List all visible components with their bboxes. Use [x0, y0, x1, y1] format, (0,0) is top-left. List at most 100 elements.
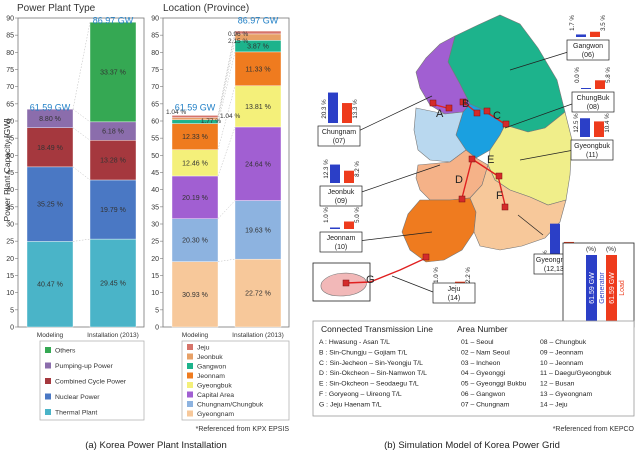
region-area-number: (08) [587, 104, 599, 111]
transmission-title: Connected Transmission Line [321, 324, 433, 334]
node [458, 195, 466, 203]
y-tick-label: 75 [6, 67, 14, 74]
legend-label: Nuclear Power [55, 394, 100, 401]
y-tick-label: 0 [155, 325, 159, 332]
region-name: Gyeongbuk [574, 143, 610, 150]
legend-swatch [45, 347, 51, 353]
y-tick-label: 0 [10, 325, 14, 332]
chart1-title: Power Plant Type [17, 3, 96, 14]
bar-total-label: 86.97 GW [238, 15, 279, 25]
bar-data-label: 19.63 % [245, 227, 271, 234]
gen-legend-bar [586, 255, 597, 321]
bar-segment-pumping-up-power [26, 108, 74, 128]
node [473, 109, 481, 117]
y-tick-label: 15 [151, 273, 159, 280]
region-load-value: 13.3 % [352, 99, 359, 119]
region-load-value: 2.2 % [465, 267, 472, 283]
bar-total-label: 86.97 GW [93, 15, 134, 25]
node [429, 99, 437, 107]
y-tick-label: 55 [6, 136, 14, 143]
area-number-item: 02 – Nam Seoul [461, 349, 510, 356]
x-category-label: Installation (2013) [232, 332, 284, 339]
stack-connector [72, 22, 91, 110]
area-number-item: 09 – Jeonnam [540, 349, 583, 356]
region-area-number: (11) [586, 152, 598, 159]
bar-data-label: 19.79 % [100, 207, 126, 214]
y-tick-label: 60 [6, 119, 14, 126]
region-name: Jeonnam [327, 235, 356, 242]
region-load-bar [344, 170, 354, 183]
y-tick-label: 5 [155, 307, 159, 314]
line-d [461, 158, 473, 199]
bar-data-label: 6.18 % [102, 129, 124, 136]
leader [351, 95, 433, 135]
grid-nodes [342, 98, 510, 287]
region-generator-value: 0.0 % [574, 67, 581, 83]
chart1-legend: Others Pumping-up Power Combined Cycle Pow… [45, 347, 127, 417]
caption-left: (a) Korea Power Plant Installation [85, 440, 227, 451]
gen-unit: (%) [586, 246, 596, 253]
transmission-line-item: G : Jeju Haenam T/L [319, 401, 382, 408]
transmission-list: A : Hwasung - Asan T/L B : Sin-Chungju – … [319, 339, 427, 408]
region-generator-value: 12.5 % [573, 113, 580, 133]
region-generator-bar [330, 164, 340, 183]
bar-segment-jeonnam [234, 51, 282, 86]
region-load-value: 3.5 % [600, 15, 607, 31]
region-load-value: 5.8 % [605, 67, 612, 83]
y-tick-label: 30 [6, 222, 14, 229]
chart2-legend: Jeju Jeonbuk Gangwon Jeonnam Gyeongbuk Capita… [187, 344, 264, 418]
y-tick-label: 20 [151, 256, 159, 263]
leader [346, 164, 441, 198]
gen-load-legend-box [562, 242, 635, 328]
node [422, 253, 430, 261]
region-load-value: 10.4 % [604, 113, 611, 133]
bar-data-label: 8.80 % [39, 116, 61, 123]
area-title: Area Number [457, 324, 508, 334]
node [483, 107, 491, 115]
korea-map [320, 14, 573, 297]
bar-data-label: 33.37 % [100, 70, 126, 77]
region-load-bar [342, 103, 352, 123]
area-number-item: 08 – Chungbuk [540, 339, 587, 346]
bar-segment-gyeongbuk [171, 149, 219, 177]
region-load-value: 8.2 % [354, 161, 361, 177]
legend-label: Chungnam/Chungbuk [197, 402, 264, 409]
y-tick-label: 35 [151, 204, 159, 211]
y-tick-label: 45 [6, 170, 14, 177]
legend-swatch [187, 344, 193, 350]
bar-data-label: 12.46 % [182, 160, 208, 167]
y-tick-label: 55 [151, 136, 159, 143]
legend-swatch [45, 378, 51, 384]
letter-e: E [487, 154, 494, 166]
stack-connector [217, 126, 236, 177]
thin-label: 1.77 % [201, 118, 221, 125]
bar-segment-thermal-plant [26, 241, 74, 328]
gen-value: 61.59 GW [589, 272, 596, 304]
legend-label: Others [55, 348, 76, 355]
bar-data-label: 22.72 % [245, 291, 271, 298]
legend-swatch [187, 401, 193, 407]
legend-label: Gyeongnam [197, 411, 234, 418]
y-tick-label: 85 [151, 33, 159, 40]
chart2-plot: 0 5 10 15 20 25 30 35 40 45 50 55 60 65 70 75 80 85 90 30.9… [151, 15, 284, 339]
legend-label: Gangwon [197, 364, 226, 371]
x-category-label: Installation (2013) [87, 332, 139, 339]
region-area-number: (12,13) [544, 266, 566, 273]
transmission-line-item: D : Sin-Okcheon – Sin-Namwon T/L [319, 370, 427, 377]
bar-total-label: 61.59 GW [30, 103, 71, 113]
bar-segment-jeonnam [171, 123, 219, 150]
chart2-title: Location (Province) [163, 3, 249, 14]
y-axis-label: Power Plant Capacity [GW] [2, 119, 12, 222]
right-footnote: *Referenced from KEPCO [553, 426, 635, 433]
region-generator-value: 1.7 % [569, 15, 576, 31]
stack-connector [72, 238, 91, 242]
stack-connector [217, 51, 236, 124]
chart1-plot: 0 5 10 15 20 25 30 35 40 45 50 55 60 65 70 75 80 85 90 40.4… [6, 15, 139, 339]
area-number-item: 06 – Gangwon [461, 391, 505, 398]
bar-data-label: 3.87 % [247, 44, 269, 51]
node [468, 155, 476, 163]
leader [519, 149, 575, 161]
bar-data-label: 35.25 % [37, 202, 63, 209]
chart1-legend-box [39, 340, 145, 421]
